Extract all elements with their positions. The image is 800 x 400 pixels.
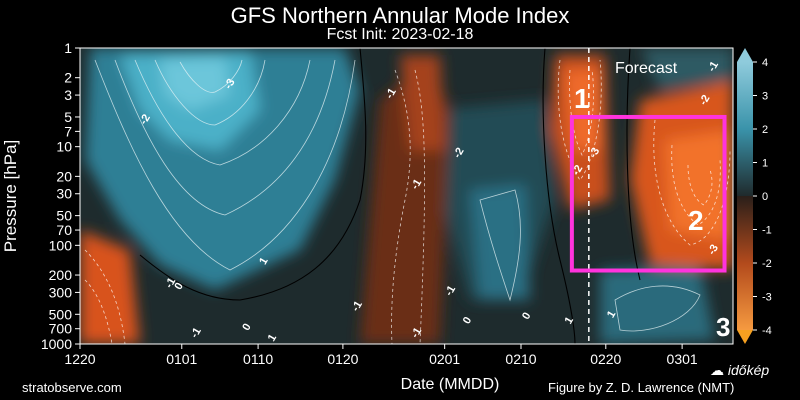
chart-subtitle: Fcst Init: 2023-02-18 [326,26,474,43]
contour-label: 1 [563,315,576,326]
colorbar-tick-label: -3 [762,292,772,304]
y-tick-label: 3 [64,87,72,103]
y-tick-label: 300 [49,284,73,300]
y-tick-label: 500 [49,306,73,322]
colorbar-tick-label: -2 [762,258,772,270]
y-tick-label: 10 [56,139,72,155]
marker-3: 3 [716,312,730,342]
neg-region-lower-right [600,265,715,344]
neg-contour [134,59,311,166]
chart-title: GFS Northern Annular Mode Index [230,3,570,28]
x-axis-title: Date (MMDD) [401,376,500,393]
colorbar-tick-label: 4 [762,57,768,69]
x-axis: 1220 0101 0110 0120 0201 0210 0220 0301 [64,344,698,367]
y-tick-label: 50 [56,208,72,224]
contour-label: 0 [461,315,474,326]
x-tick-label: 1220 [64,351,95,367]
colorbar-scale [737,62,753,330]
negative-contours [94,59,701,332]
colorbar-tick-label: 0 [762,191,768,203]
pos-contour [569,69,594,156]
pos-core-center [400,55,445,150]
marker-2: 2 [688,205,704,236]
y-tick-label: 5 [64,109,72,125]
contour-label: 0 [172,281,185,292]
plot-frame [79,47,734,345]
pos-contour [391,69,411,344]
watermark-logo: ☁ időkép [710,362,769,379]
neg-contour [154,59,266,126]
contour-label: 0 [520,310,533,321]
author-credit: Figure by Z. D. Lawrence (NMT) [548,380,735,395]
colorbar-top-arrow [737,48,753,62]
pos-contour [671,144,721,226]
y-tick-label: 1000 [41,336,72,352]
contour-label: 1 [605,309,618,320]
y-tick-label: 2 [64,70,72,86]
neg-contour [179,59,243,93]
marker-1: 1 [574,83,590,114]
x-tick-label: 0101 [166,351,197,367]
neg-region-lower-center [470,185,530,300]
colorbar: 4 3 2 1 0 -1 -2 -3 -4 [737,48,772,344]
x-tick-label: 0210 [505,351,536,367]
contour-label: 1 [266,332,279,343]
neg-contour [614,285,701,332]
neg-contour [94,59,356,271]
y-tick-label: 200 [49,267,73,283]
colorbar-tick-label: -4 [762,325,772,337]
zero-contours [139,48,641,344]
pos-contour [414,69,425,344]
y-tick-label: 20 [56,168,72,184]
contour-label: 0 [240,322,253,333]
y-tick-label: 100 [49,237,73,253]
pos-contour [557,59,602,181]
y-axis-title: Pressure [hPa] [1,140,20,252]
colorbar-tick-label: 2 [762,124,768,136]
pos-core-forecast-2 [665,130,733,240]
colorbar-tick-label: 1 [762,158,768,170]
x-tick-label: 0201 [429,351,460,367]
zero-contour [542,48,576,344]
source-credit: stratobserve.com [22,380,122,395]
y-tick-label: 70 [56,222,72,238]
colorbar-bottom-arrow [737,330,753,344]
pos-contour [84,249,126,344]
forecast-label: Forecast [615,60,678,77]
neg-max-upper-left [160,58,230,110]
contour-label: 1 [257,256,270,267]
watermark-text: időkép [727,362,770,378]
neg-region-upper-right [640,48,733,90]
y-tick-label: 7 [64,123,72,139]
neg-contour [479,189,521,302]
x-tick-label: 0110 [243,351,273,367]
x-tick-label: 0120 [327,351,358,367]
x-tick-label: 0220 [590,351,621,367]
colorbar-tick-label: -1 [762,225,772,237]
cloud-icon: ☁ [710,362,724,378]
y-tick-label: 30 [56,186,72,202]
y-tick-label: 1 [64,40,72,56]
zero-contour [139,48,367,301]
zero-contour [626,48,641,281]
neg-contour [114,59,336,216]
highlight-box [569,114,727,273]
x-tick-label: 0301 [667,351,698,367]
y-tick-label: 700 [49,321,73,337]
colorbar-ticks: 4 3 2 1 0 -1 -2 -3 -4 [753,57,772,337]
colorbar-tick-label: 3 [762,91,768,103]
